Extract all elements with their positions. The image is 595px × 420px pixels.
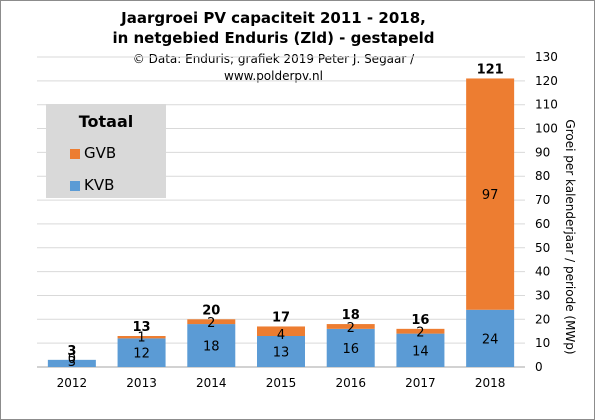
legend-label-kvb: KVB (84, 176, 115, 194)
y-tick-label: 120 (535, 74, 558, 88)
legend-label-gvb: GVB (84, 144, 117, 162)
bar-gvb (257, 326, 305, 336)
bar-kvb (257, 336, 305, 367)
legend-swatch-kvb (70, 181, 80, 191)
x-tick-label: 2013 (126, 376, 157, 390)
data-label-kvb: 13 (273, 346, 290, 361)
data-label-kvb: 24 (482, 332, 499, 347)
bar-gvb (187, 319, 236, 325)
data-label-gvb: 1 (137, 330, 145, 345)
chart-title-line-1: Jaargroei PV capaciteit 2011 - 2018, (121, 9, 426, 27)
bar-kvb (187, 324, 236, 367)
data-label-kvb: 16 (342, 342, 359, 357)
data-label-total: 121 (477, 62, 504, 77)
x-tick-label: 2014 (196, 376, 227, 390)
data-label-kvb: 18 (203, 340, 220, 355)
y-tick-label: 110 (535, 98, 558, 112)
data-label-total: 20 (202, 303, 220, 318)
y-tick-label: 80 (535, 169, 550, 183)
chart-title-line-2: in netgebied Enduris (Zld) - gestapeld (112, 29, 435, 47)
y-tick-label: 0 (535, 360, 543, 374)
chart-subtitle-line-2: www.polderpv.nl (224, 69, 323, 83)
data-label-total: 16 (411, 313, 429, 328)
data-label-total: 17 (272, 310, 290, 325)
legend-title: Totaal (78, 112, 134, 131)
bar-gvb (396, 328, 445, 334)
legend-swatch-gvb (70, 149, 80, 159)
data-label-kvb: 14 (412, 344, 429, 359)
x-tick-label: 2015 (266, 376, 297, 390)
y-tick-label: 60 (535, 217, 550, 231)
legend: Totaal GVB KVB (46, 104, 166, 198)
y-tick-label: 50 (535, 241, 550, 255)
y-tick-label: 20 (535, 312, 550, 326)
bar-gvb (117, 336, 166, 339)
bar-kvb (466, 309, 515, 367)
y-tick-label: 130 (535, 50, 558, 64)
data-label-gvb: 2 (416, 326, 424, 341)
data-label-gvb: 2 (207, 316, 215, 331)
data-label-gvb: 2 (347, 321, 355, 336)
data-label-total: 13 (133, 320, 151, 335)
bar-gvb (466, 78, 515, 310)
y-tick-label: 10 (535, 336, 550, 350)
y-tick-label: 70 (535, 193, 550, 207)
data-label-total: 18 (342, 308, 360, 323)
bar-gvb (326, 324, 375, 329)
data-label-gvb: 97 (482, 188, 499, 203)
y-axis-label: Groei per kalenderjaar / periode (MWp) (563, 119, 577, 355)
y-tick-label: 40 (535, 265, 550, 279)
x-tick-label: 2012 (57, 376, 88, 390)
bar-kvb (117, 338, 166, 367)
data-label-total: 3 (67, 344, 76, 359)
chart-subtitle-line-1: © Data: Enduris; grafiek 2019 Peter J. S… (132, 52, 415, 66)
bar-kvb (396, 333, 445, 367)
x-tick-label: 2017 (405, 376, 436, 390)
y-tick-label: 30 (535, 288, 550, 302)
y-tick-label: 100 (535, 122, 558, 136)
data-label-kvb: 12 (133, 347, 150, 362)
data-label-gvb: 4 (277, 328, 285, 343)
bar-kvb (326, 328, 375, 367)
x-tick-label: 2018 (475, 376, 506, 390)
y-tick-label: 90 (535, 145, 550, 159)
data-label-kvb: 3 (68, 355, 76, 370)
x-tick-label: 2016 (335, 376, 366, 390)
data-label-gvb: 0 (68, 352, 76, 367)
bar-kvb (47, 359, 96, 367)
